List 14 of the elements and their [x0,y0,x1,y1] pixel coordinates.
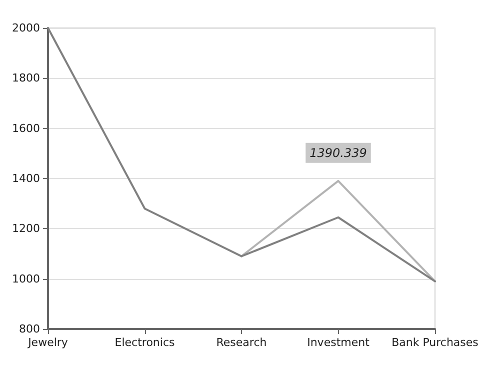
x-tick-label: Electronics [114,336,175,349]
y-tick-label: 1400 [12,172,40,185]
x-tick-label: Research [216,336,267,349]
x-tick-label: Jewelry [27,336,68,349]
y-tick-label: 1000 [12,272,40,286]
line-series [47,27,436,282]
y-tick-label: 1200 [12,222,40,236]
y-tick-label: 2000 [12,22,40,34]
x-tick-label: Bank Purchases [392,336,479,349]
x-tick-label: Investment [307,336,370,349]
y-tick-label: 800 [19,322,40,336]
y-tick-label: 1600 [12,122,40,135]
y-tick-label: 1800 [12,72,40,85]
data-label: 1390.339 [310,146,367,160]
